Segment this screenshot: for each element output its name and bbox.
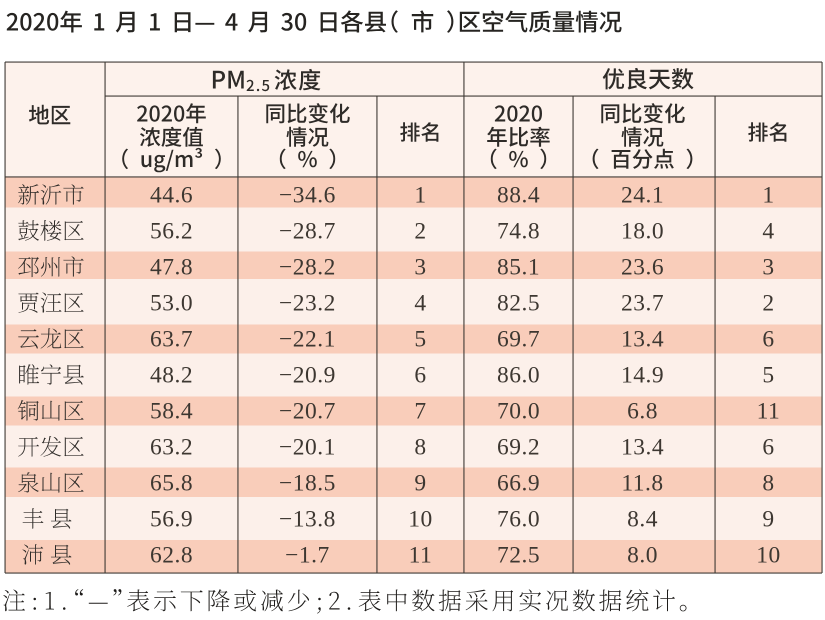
svg-text:44.6: 44.6: [150, 183, 193, 209]
svg-text:5: 5: [762, 363, 774, 389]
svg-text:11: 11: [409, 543, 433, 569]
svg-text:56.9: 56.9: [150, 507, 193, 533]
svg-text:−28.7: −28.7: [279, 219, 336, 245]
svg-text:69.2: 69.2: [497, 435, 540, 461]
svg-text:70.0: 70.0: [497, 399, 540, 425]
svg-text:66.9: 66.9: [497, 471, 540, 497]
svg-text:85.1: 85.1: [497, 255, 540, 281]
svg-text:1: 1: [762, 183, 774, 209]
svg-text:74.8: 74.8: [497, 219, 540, 245]
svg-text:−18.5: −18.5: [279, 471, 336, 497]
svg-text:2: 2: [762, 291, 774, 317]
svg-text:6: 6: [762, 435, 774, 461]
svg-text:63.2: 63.2: [150, 435, 193, 461]
svg-text:13.4: 13.4: [621, 327, 664, 353]
svg-text:47.8: 47.8: [150, 255, 193, 281]
svg-text:7: 7: [414, 399, 426, 425]
svg-text:8: 8: [414, 435, 426, 461]
svg-text:8.4: 8.4: [627, 507, 658, 533]
svg-text:24.1: 24.1: [621, 183, 664, 209]
svg-text:−20.7: −20.7: [279, 399, 336, 425]
svg-text:88.4: 88.4: [497, 183, 540, 209]
svg-text:53.0: 53.0: [150, 291, 193, 317]
svg-text:14.9: 14.9: [621, 363, 664, 389]
svg-text:63.7: 63.7: [150, 327, 193, 353]
svg-text:8.0: 8.0: [627, 543, 658, 569]
svg-text:4: 4: [414, 291, 426, 317]
svg-text:65.8: 65.8: [150, 471, 193, 497]
svg-text:−34.6: −34.6: [279, 183, 336, 209]
svg-text:11: 11: [757, 399, 781, 425]
svg-text:4: 4: [762, 219, 774, 245]
svg-text:23.6: 23.6: [621, 255, 664, 281]
svg-text:13.4: 13.4: [621, 435, 664, 461]
svg-text:76.0: 76.0: [497, 507, 540, 533]
svg-text:86.0: 86.0: [497, 363, 540, 389]
svg-text:10: 10: [408, 507, 433, 533]
svg-text:18.0: 18.0: [621, 219, 664, 245]
svg-text:−28.2: −28.2: [279, 255, 336, 281]
svg-text:9: 9: [762, 507, 774, 533]
svg-text:69.7: 69.7: [497, 327, 540, 353]
svg-text:82.5: 82.5: [497, 291, 540, 317]
svg-text:6: 6: [762, 327, 774, 353]
svg-text:−23.2: −23.2: [279, 291, 336, 317]
svg-text:23.7: 23.7: [621, 291, 664, 317]
svg-text:58.4: 58.4: [150, 399, 193, 425]
svg-text:−1.7: −1.7: [285, 543, 330, 569]
svg-text:62.8: 62.8: [150, 543, 193, 569]
svg-text:−20.1: −20.1: [279, 435, 336, 461]
svg-text:−22.1: −22.1: [279, 327, 336, 353]
svg-text:5: 5: [414, 327, 426, 353]
svg-text:48.2: 48.2: [150, 363, 193, 389]
svg-text:10: 10: [756, 543, 781, 569]
svg-text:3: 3: [414, 255, 426, 281]
svg-text:56.2: 56.2: [150, 219, 193, 245]
svg-text:6.8: 6.8: [627, 399, 658, 425]
svg-text:9: 9: [414, 471, 426, 497]
svg-text:8: 8: [762, 471, 774, 497]
svg-text:3: 3: [762, 255, 774, 281]
svg-text:6: 6: [414, 363, 426, 389]
svg-text:72.5: 72.5: [497, 543, 540, 569]
svg-text:−13.8: −13.8: [279, 507, 336, 533]
svg-text:2: 2: [414, 219, 426, 245]
svg-text:11.8: 11.8: [621, 471, 663, 497]
svg-text:1: 1: [414, 183, 426, 209]
svg-text:−20.9: −20.9: [279, 363, 336, 389]
